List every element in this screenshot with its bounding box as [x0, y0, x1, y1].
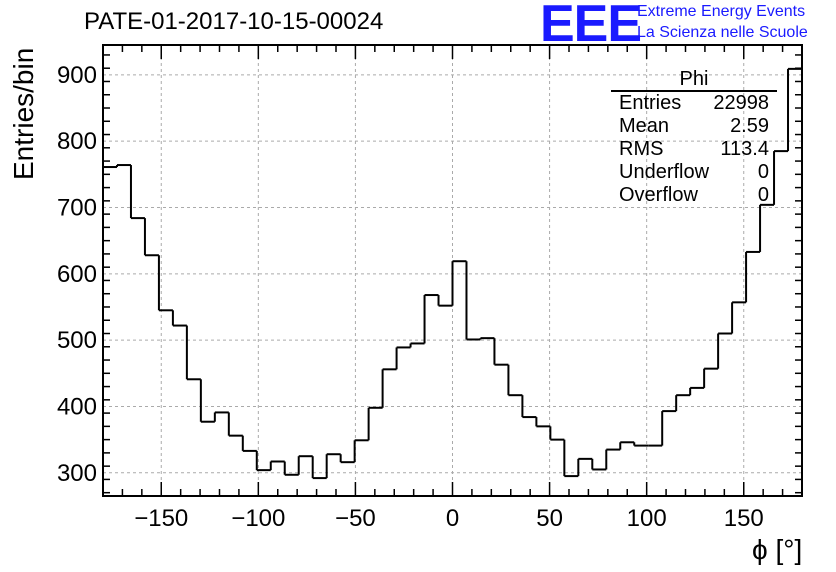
histogram-bin — [367, 406, 383, 441]
histogram-bin — [297, 455, 313, 475]
histogram-bin — [353, 439, 369, 463]
x-tick-label: 50 — [536, 505, 563, 532]
histogram-bin — [577, 457, 593, 477]
stats-value: 0 — [757, 184, 769, 206]
histogram-bin — [395, 346, 411, 370]
histogram-bin — [619, 441, 635, 450]
histogram-bins — [103, 67, 802, 480]
histogram-bin — [171, 310, 187, 327]
y-tick-label: 300 — [57, 460, 97, 487]
x-tick-label: −50 — [335, 505, 376, 532]
stats-label: Entries — [619, 92, 682, 114]
histogram-bin — [311, 456, 327, 480]
histogram-bin — [381, 368, 397, 408]
histogram-bin — [423, 294, 439, 344]
histogram-bin — [115, 164, 131, 168]
histogram-bin — [507, 364, 523, 397]
histogram-bin — [731, 301, 747, 334]
histogram-bin — [745, 250, 761, 303]
y-tick-label: 700 — [57, 194, 97, 221]
histogram-bin — [535, 417, 551, 428]
histogram-bin — [283, 461, 299, 476]
x-tick-label: −100 — [231, 505, 285, 532]
histogram-bin — [227, 412, 243, 437]
histogram-bin — [773, 150, 789, 205]
histogram-bin — [255, 450, 271, 472]
eee-logo: EEE — [540, 0, 642, 53]
stats-box: Phi Entries 22998 Mean 2.59 RMS 113.4 Un… — [611, 68, 777, 207]
histogram-bin — [339, 454, 355, 464]
histogram-bin — [269, 460, 285, 471]
grid-lines — [103, 45, 802, 496]
histogram-bin — [521, 395, 537, 419]
histogram-bin — [157, 255, 173, 312]
x-tick-label: 100 — [627, 505, 667, 532]
stats-row-mean: Mean 2.59 — [611, 115, 777, 138]
histogram-bin — [325, 453, 341, 479]
stats-row-overflow: Overflow 0 — [611, 184, 777, 207]
histogram-bin — [633, 442, 649, 447]
histogram-bin — [437, 295, 453, 307]
histogram-bin — [689, 386, 705, 396]
histogram-bin — [605, 448, 621, 470]
histogram-bin — [185, 325, 201, 381]
y-axis-label: Entries/bin — [8, 47, 39, 180]
stats-value: 113.4 — [720, 138, 769, 160]
x-tick-label: −150 — [134, 505, 188, 532]
histogram-bin — [129, 165, 145, 220]
stats-row-entries: Entries 22998 — [611, 92, 777, 115]
stats-label: Overflow — [619, 184, 698, 206]
axis-ticks — [102, 45, 803, 496]
y-tick-label: 500 — [57, 327, 97, 354]
histogram-bin — [549, 426, 565, 441]
histogram-bin — [591, 458, 607, 471]
histogram-bin — [759, 203, 775, 252]
y-tick-label: 900 — [57, 62, 97, 89]
stats-value: 22998 — [713, 92, 769, 114]
histogram-bin — [199, 379, 215, 423]
x-tick-label: 0 — [446, 505, 459, 532]
y-tick-label: 800 — [57, 128, 97, 155]
histogram-bin — [213, 411, 229, 422]
logo-line-1: Extreme Energy Events — [637, 3, 806, 20]
stats-label: RMS — [619, 138, 664, 160]
tick-labels: −150 −100 −50 0 50 100 150 300 400 500 600 700 800 90… — [57, 62, 764, 532]
stats-value: 2.59 — [730, 115, 769, 137]
histogram-bin — [465, 261, 481, 341]
histogram-bin — [717, 332, 733, 369]
histogram-bin — [479, 337, 495, 340]
histogram-bin — [493, 338, 509, 366]
stats-row-rms: RMS 113.4 — [611, 138, 777, 161]
histogram-bin — [563, 439, 579, 478]
y-tick-label: 400 — [57, 393, 97, 420]
y-tick-label: 600 — [57, 261, 97, 288]
histogram-bin — [703, 367, 719, 388]
histogram-bin — [675, 394, 691, 412]
x-tick-label: 150 — [724, 505, 764, 532]
histogram-bin — [241, 435, 257, 452]
logo-line-2: La Scienza nelle Scuole — [637, 24, 808, 41]
histogram-bin — [451, 260, 467, 306]
stats-row-underflow: Underflow 0 — [611, 161, 777, 184]
chart-title: PATE-01-2017-10-15-00024 — [84, 8, 384, 35]
stats-value: 0 — [757, 161, 769, 183]
histogram-bin — [143, 218, 159, 257]
stats-label: Underflow — [619, 161, 710, 183]
histogram-bin — [409, 342, 425, 348]
stats-label: Mean — [619, 115, 670, 137]
stats-title: Phi — [611, 68, 777, 92]
x-axis-label: ϕ [°] — [752, 534, 803, 565]
histogram-bin — [661, 410, 677, 446]
